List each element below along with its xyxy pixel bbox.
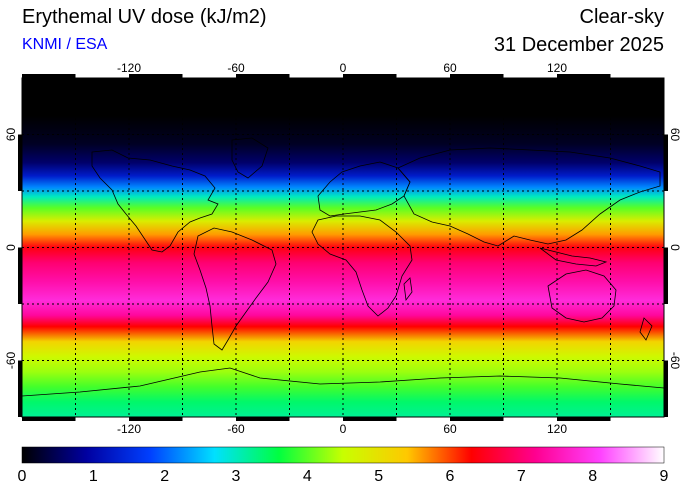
lat-tick-label-left: 60 bbox=[4, 128, 18, 142]
axis-band-top bbox=[557, 74, 611, 78]
map-axes: -120 -120 -60 -60 0 0 60 60 120 120 60 60 0 0 -60 -60 bbox=[4, 61, 682, 436]
lon-tick-label-bottom: 60 bbox=[443, 422, 457, 436]
lon-tick-label-top: 120 bbox=[547, 61, 567, 75]
axis-band-bottom bbox=[450, 417, 504, 421]
coast-africa bbox=[311, 215, 413, 317]
map-title: Erythemal UV dose (kJ/m2) bbox=[22, 6, 267, 28]
colorbar-label: 4 bbox=[303, 468, 312, 485]
axis-band-right bbox=[664, 134, 668, 191]
axis-band-bottom bbox=[129, 417, 183, 421]
axis-band-right bbox=[664, 247, 668, 304]
coastlines bbox=[22, 137, 664, 397]
lat-tick-label-left: -60 bbox=[4, 352, 18, 370]
source-label: KNMI / ESA bbox=[22, 36, 108, 53]
lat-tick-label-right: -60 bbox=[668, 352, 682, 370]
lon-tick-label-bottom: -120 bbox=[117, 422, 141, 436]
coast-asia bbox=[397, 147, 661, 247]
axis-band-left bbox=[18, 360, 22, 417]
colorbar-label: 7 bbox=[517, 468, 526, 485]
lat-tick-label-right: 60 bbox=[668, 128, 682, 142]
axis-band-bottom bbox=[236, 417, 290, 421]
colorbar bbox=[21, 446, 665, 464]
colorbar-label: 2 bbox=[160, 468, 169, 485]
axis-band-top bbox=[22, 74, 76, 78]
lat-tick-label-left: 0 bbox=[4, 244, 18, 251]
axis-band-top bbox=[343, 74, 397, 78]
coast-australia bbox=[547, 269, 617, 323]
colorbar-labels: 0 1 2 3 4 5 6 7 8 9 bbox=[18, 468, 669, 485]
condition-label: Clear-sky bbox=[579, 6, 664, 28]
coast-greenland bbox=[231, 137, 269, 179]
colorbar-label: 6 bbox=[446, 468, 455, 485]
lat-tick-label-right: 0 bbox=[668, 244, 682, 251]
coast-madagascar bbox=[403, 277, 413, 302]
colorbar-label: 3 bbox=[232, 468, 241, 485]
lon-tick-label-top: -60 bbox=[227, 61, 245, 75]
axis-band-top bbox=[236, 74, 290, 78]
lon-tick-label-bottom: 0 bbox=[340, 422, 347, 436]
lon-tick-label-top: 60 bbox=[443, 61, 457, 75]
axis-band-left bbox=[18, 134, 22, 191]
axis-band-bottom bbox=[22, 417, 76, 421]
colorbar-label: 8 bbox=[588, 468, 597, 485]
date-label: 31 December 2025 bbox=[493, 34, 664, 56]
coast-antarctica bbox=[22, 367, 664, 397]
lon-tick-label-top: -120 bbox=[117, 61, 141, 75]
colorbar-label: 5 bbox=[374, 468, 383, 485]
axis-band-left bbox=[18, 247, 22, 304]
gridlines bbox=[22, 78, 664, 417]
coast-indonesia bbox=[539, 247, 608, 267]
axis-band-bottom bbox=[557, 417, 611, 421]
colorbar-label: 1 bbox=[89, 468, 98, 485]
coast-north-america bbox=[91, 149, 219, 253]
lon-tick-label-bottom: -60 bbox=[227, 422, 245, 436]
axis-band-bottom bbox=[343, 417, 397, 421]
colorbar-label: 9 bbox=[660, 468, 669, 485]
axis-band-top bbox=[450, 74, 504, 78]
colorbar-label: 0 bbox=[18, 468, 27, 485]
axis-band-right bbox=[664, 360, 668, 417]
axis-band-top bbox=[129, 74, 183, 78]
coast-south-america bbox=[193, 227, 277, 351]
coast-new-zealand bbox=[639, 317, 653, 341]
lon-tick-label-top: 0 bbox=[340, 61, 347, 75]
lon-tick-label-bottom: 120 bbox=[547, 422, 567, 436]
